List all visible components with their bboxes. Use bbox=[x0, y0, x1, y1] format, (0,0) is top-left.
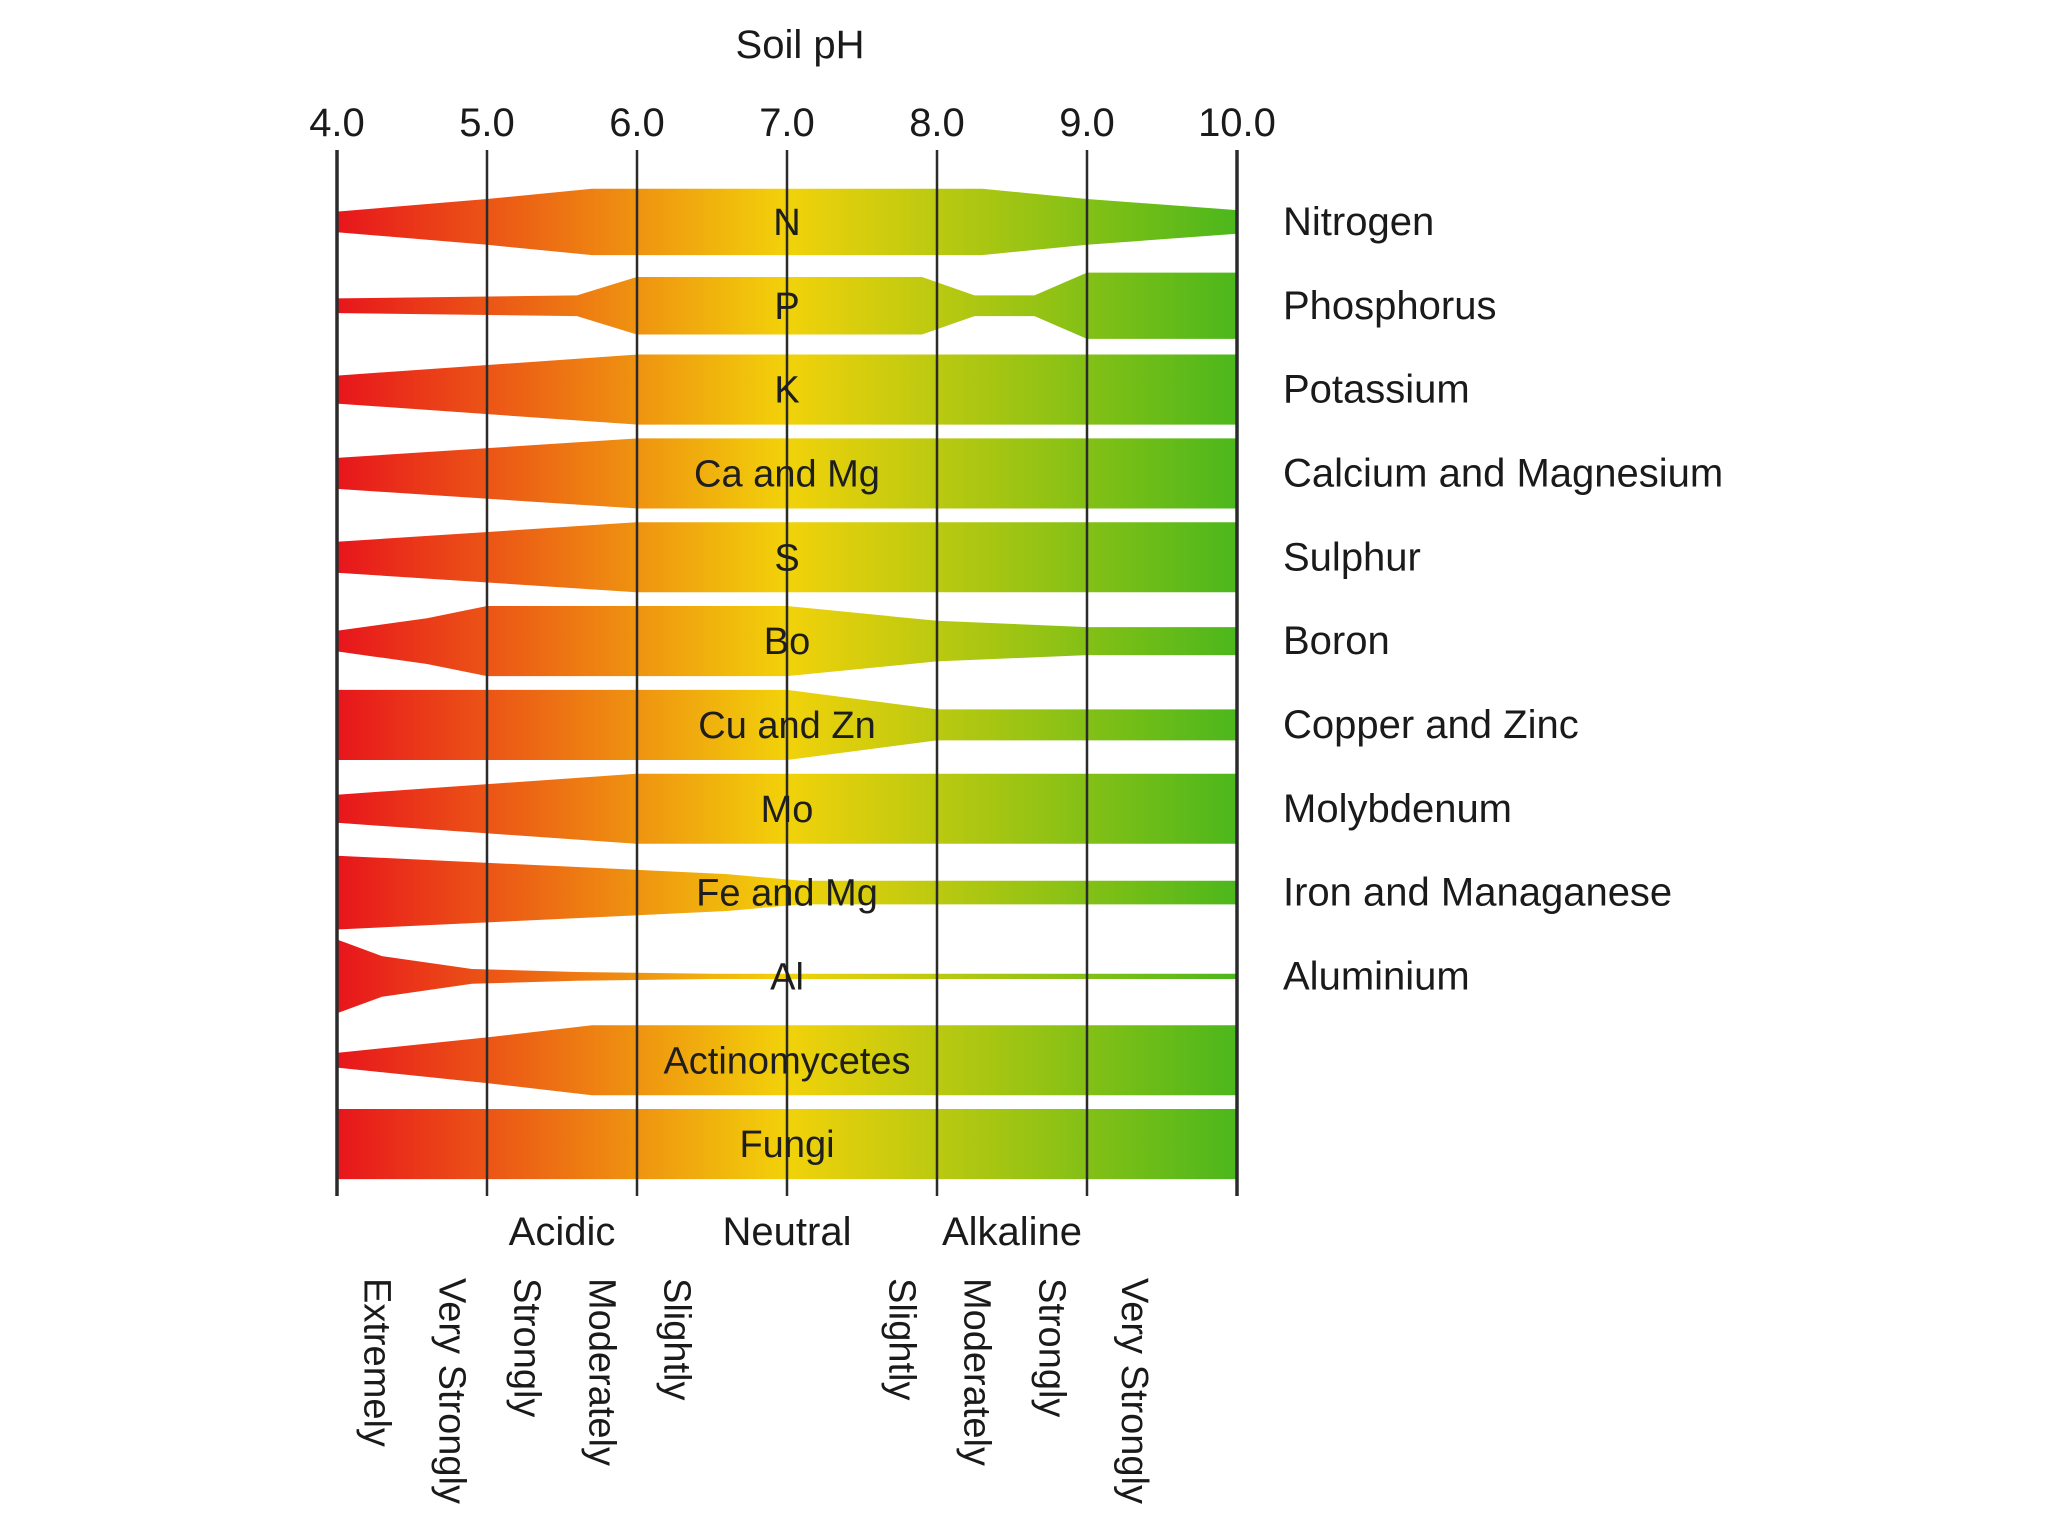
x-tick-label: 5.0 bbox=[459, 101, 515, 145]
band-names: Nitrogen Phosphorus Potassium Calcium and M… bbox=[1283, 200, 1723, 999]
band-name-label: Nitrogen bbox=[1283, 200, 1434, 244]
ph-class-label: Alkaline bbox=[942, 1210, 1082, 1254]
ph-subclass-label: Moderately bbox=[580, 1278, 622, 1466]
x-tick-label: 9.0 bbox=[1059, 101, 1115, 145]
band-abbr-label: K bbox=[774, 370, 799, 412]
ph-subclass-label: Very Strongly bbox=[1113, 1278, 1155, 1504]
ph-class-label: Neutral bbox=[723, 1210, 852, 1254]
x-tick-label: 7.0 bbox=[759, 101, 815, 145]
ph-subclass-labels: Extremely Very Strongly Strongly Moderately… bbox=[355, 1278, 1155, 1504]
ph-subclass-label: Strongly bbox=[1030, 1278, 1072, 1417]
axis-title: Soil pH bbox=[736, 23, 865, 67]
ph-gridlines bbox=[335, 150, 1239, 1196]
band-abbreviations: NPK Ca and Mg S Bo Cu and Zn Mo Fe and Mg Al Act… bbox=[663, 202, 910, 1166]
band-name-label: Calcium and Magnesium bbox=[1283, 451, 1723, 495]
band-abbr-label: Ca and Mg bbox=[694, 453, 880, 495]
ph-class-labels: Acidic Neutral Alkaline bbox=[509, 1210, 1082, 1254]
band-abbr-label: Mo bbox=[761, 789, 814, 831]
band-abbr-label: Cu and Zn bbox=[698, 705, 875, 747]
band-name-label: Potassium bbox=[1283, 368, 1470, 412]
ph-subclass-label: Moderately bbox=[955, 1278, 997, 1466]
ph-subclass-label: Very Strongly bbox=[430, 1278, 472, 1504]
band-name-label: Sulphur bbox=[1283, 535, 1421, 579]
ph-subclass-label: Strongly bbox=[505, 1278, 547, 1417]
band-name-label: Iron and Managanese bbox=[1283, 871, 1672, 915]
ph-class-label: Acidic bbox=[509, 1210, 616, 1254]
band-name-label: Molybdenum bbox=[1283, 787, 1512, 831]
ph-subclass-label: Slightly bbox=[880, 1278, 922, 1401]
band-abbr-label: Fe and Mg bbox=[696, 873, 878, 915]
ph-subclass-label: Extremely bbox=[355, 1278, 397, 1447]
band-name-label: Phosphorus bbox=[1283, 284, 1496, 328]
band-name-label: Aluminium bbox=[1283, 954, 1470, 998]
x-tick-label: 10.0 bbox=[1198, 101, 1276, 145]
band-abbr-label: Fungi bbox=[739, 1124, 834, 1166]
x-tick-labels: 4.0 5.0 6.0 7.0 8.0 9.0 10.0 bbox=[309, 101, 1276, 145]
band-abbr-label: P bbox=[774, 286, 799, 328]
band-abbr-label: Al bbox=[770, 956, 804, 998]
x-tick-label: 4.0 bbox=[309, 101, 365, 145]
x-tick-label: 8.0 bbox=[909, 101, 965, 145]
ph-subclass-label: Slightly bbox=[655, 1278, 697, 1401]
band-abbr-label: N bbox=[773, 202, 800, 244]
band-name-label: Boron bbox=[1283, 619, 1390, 663]
band-abbr-label: Actinomycetes bbox=[663, 1040, 910, 1082]
x-tick-label: 6.0 bbox=[609, 101, 665, 145]
band-abbr-label: Bo bbox=[764, 621, 810, 663]
band-abbr-label: S bbox=[774, 537, 799, 579]
band-name-label: Copper and Zinc bbox=[1283, 703, 1579, 747]
